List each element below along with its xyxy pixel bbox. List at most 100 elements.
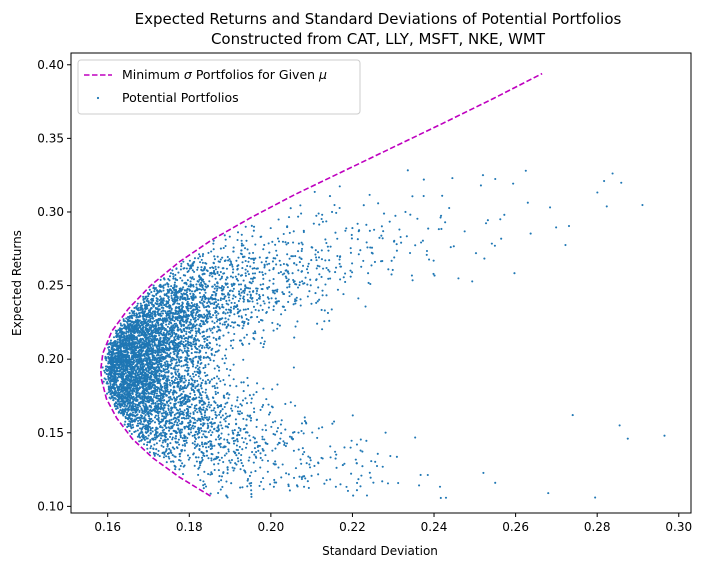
scatter-point bbox=[171, 411, 174, 414]
scatter-point bbox=[131, 423, 134, 426]
scatter-point bbox=[200, 325, 203, 328]
scatter-point bbox=[226, 286, 229, 289]
scatter-point bbox=[160, 444, 163, 447]
scatter-point bbox=[146, 297, 149, 300]
scatter-point bbox=[252, 305, 256, 308]
scatter-point bbox=[204, 366, 207, 369]
scatter-point bbox=[427, 227, 430, 230]
scatter-point bbox=[265, 260, 268, 263]
scatter-point bbox=[315, 301, 318, 304]
scatter-point bbox=[129, 417, 132, 420]
scatter-point bbox=[207, 363, 210, 366]
scatter-point bbox=[377, 202, 380, 205]
scatter-point bbox=[145, 363, 148, 366]
scatter-point bbox=[218, 344, 221, 347]
scatter-point bbox=[171, 446, 174, 449]
scatter-point bbox=[124, 320, 127, 323]
scatter-point bbox=[117, 391, 120, 394]
scatter-point bbox=[124, 415, 127, 418]
scatter-point bbox=[112, 387, 115, 390]
scatter-point bbox=[226, 415, 229, 418]
scatter-point bbox=[177, 338, 180, 341]
scatter-point bbox=[419, 473, 422, 477]
scatter-point bbox=[494, 177, 497, 181]
scatter-point bbox=[335, 466, 338, 469]
scatter-point bbox=[111, 347, 114, 350]
scatter-point bbox=[250, 471, 253, 474]
scatter-point bbox=[217, 424, 220, 427]
scatter-point bbox=[185, 332, 188, 336]
scatter-point bbox=[392, 240, 396, 243]
scatter-point bbox=[204, 315, 207, 318]
scatter-point bbox=[125, 382, 128, 385]
scatter-point bbox=[325, 220, 328, 223]
scatter-point bbox=[303, 450, 306, 454]
scatter-point bbox=[198, 316, 201, 319]
scatter-point bbox=[211, 385, 214, 388]
scatter-point bbox=[394, 214, 397, 217]
scatter-point bbox=[169, 272, 172, 275]
scatter-point bbox=[182, 340, 185, 344]
scatter-point bbox=[219, 416, 223, 419]
scatter-point bbox=[253, 453, 256, 456]
scatter-point bbox=[148, 353, 151, 356]
scatter-point bbox=[269, 411, 272, 414]
scatter-point bbox=[194, 409, 197, 412]
scatter-point bbox=[226, 255, 229, 258]
scatter-point bbox=[217, 260, 220, 263]
scatter-point bbox=[221, 357, 224, 360]
scatter-point bbox=[163, 333, 166, 337]
scatter-point bbox=[249, 265, 252, 268]
scatter-point bbox=[173, 289, 176, 292]
scatter-point bbox=[210, 459, 213, 462]
scatter-point bbox=[262, 277, 265, 280]
scatter-point bbox=[246, 376, 249, 380]
scatter-point bbox=[199, 261, 202, 264]
scatter-point bbox=[226, 466, 229, 469]
scatter-point bbox=[247, 459, 250, 462]
scatter-point bbox=[362, 204, 365, 207]
scatter-point bbox=[246, 479, 249, 482]
scatter-point bbox=[317, 212, 320, 215]
scatter-point bbox=[152, 295, 155, 298]
scatter-point bbox=[237, 300, 240, 303]
scatter-point bbox=[242, 308, 245, 311]
scatter-point bbox=[232, 250, 235, 253]
scatter-point bbox=[294, 302, 297, 305]
scatter-point bbox=[261, 459, 264, 462]
scatter-point bbox=[186, 407, 189, 411]
scatter-point bbox=[237, 290, 241, 293]
scatter-point bbox=[191, 424, 194, 428]
scatter-point bbox=[262, 477, 265, 480]
scatter-point bbox=[186, 364, 189, 367]
scatter-point bbox=[349, 247, 352, 250]
scatter-point bbox=[162, 284, 165, 287]
scatter-point bbox=[151, 409, 154, 412]
scatter-point bbox=[246, 414, 249, 417]
scatter-point bbox=[197, 375, 200, 378]
scatter-point bbox=[124, 325, 127, 328]
scatter-point bbox=[338, 258, 341, 261]
scatter-point bbox=[295, 283, 298, 286]
scatter-point bbox=[137, 424, 140, 427]
scatter-point bbox=[149, 337, 152, 340]
scatter-point bbox=[274, 433, 277, 436]
scatter-point bbox=[262, 329, 265, 332]
scatter-point bbox=[226, 293, 230, 296]
scatter-point bbox=[214, 265, 217, 268]
scatter-point bbox=[297, 448, 300, 451]
scatter-point bbox=[307, 486, 310, 490]
scatter-point bbox=[158, 289, 161, 292]
scatter-point bbox=[138, 417, 141, 420]
scatter-point bbox=[258, 271, 261, 274]
scatter-point bbox=[133, 365, 136, 368]
scatter-point bbox=[329, 478, 332, 481]
scatter-point bbox=[165, 461, 168, 464]
scatter-point bbox=[276, 426, 280, 430]
scatter-point bbox=[273, 292, 276, 295]
scatter-point bbox=[217, 377, 220, 380]
scatter-point bbox=[338, 262, 341, 265]
scatter-point bbox=[201, 443, 204, 446]
scatter-point bbox=[165, 314, 168, 318]
scatter-point bbox=[233, 305, 236, 308]
